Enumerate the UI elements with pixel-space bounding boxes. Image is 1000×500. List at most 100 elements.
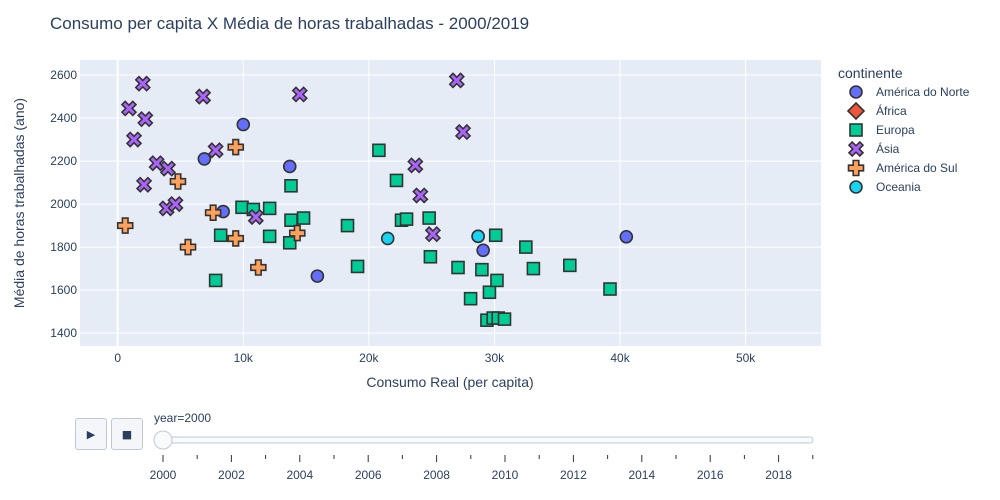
data-point[interactable] [424, 226, 442, 243]
legend-marker[interactable] [847, 140, 865, 158]
data-point[interactable] [197, 152, 212, 166]
stop-button[interactable]: ■ [111, 418, 143, 450]
data-point[interactable] [423, 249, 438, 264]
data-point[interactable] [247, 208, 264, 226]
data-point[interactable] [282, 235, 297, 250]
data-point[interactable] [135, 176, 153, 193]
data-point[interactable] [310, 269, 325, 283]
slider-tick-label[interactable]: 2018 [765, 468, 792, 482]
data-point[interactable] [454, 123, 472, 141]
data-point[interactable] [497, 312, 512, 326]
data-point[interactable] [235, 200, 249, 215]
slider-tick-label[interactable]: 2006 [355, 468, 382, 482]
data-point[interactable] [213, 228, 228, 243]
data-point[interactable] [137, 111, 154, 128]
data-point[interactable] [490, 273, 504, 288]
slider-tick-label[interactable]: 2002 [218, 468, 245, 482]
legend-item-label[interactable]: Oceania [876, 180, 921, 194]
data-point[interactable] [194, 88, 212, 105]
x-tick-label: 20k [359, 351, 379, 365]
data-point[interactable] [179, 238, 197, 256]
data-point[interactable] [399, 212, 414, 226]
data-point[interactable] [120, 100, 138, 117]
slider-tick-label[interactable]: 2000 [150, 468, 177, 482]
data-point[interactable] [148, 155, 165, 172]
data-point[interactable] [207, 142, 224, 159]
data-point[interactable] [482, 285, 497, 300]
data-point[interactable] [284, 178, 298, 193]
y-tick-label: 1800 [50, 240, 77, 254]
data-point[interactable] [159, 160, 177, 177]
data-point[interactable] [262, 229, 277, 244]
legend-marker[interactable] [849, 85, 863, 99]
y-tick-label: 2600 [50, 68, 77, 82]
data-point[interactable] [475, 262, 489, 277]
legend-marker[interactable] [849, 123, 863, 137]
data-point[interactable] [488, 228, 503, 243]
data-point[interactable] [169, 173, 187, 190]
data-point[interactable] [340, 218, 355, 233]
data-point[interactable] [288, 224, 306, 242]
data-point[interactable] [291, 86, 308, 103]
slider-tick-label[interactable]: 2008 [423, 468, 450, 482]
data-point[interactable] [471, 229, 485, 244]
data-point[interactable] [563, 258, 577, 273]
legend-marker[interactable] [849, 180, 863, 194]
x-tick-label: 50k [736, 351, 756, 365]
data-point[interactable] [134, 75, 151, 92]
x-tick-label: 10k [234, 351, 254, 365]
slider-tick-label[interactable]: 2012 [560, 468, 587, 482]
data-point[interactable] [380, 231, 395, 246]
data-point[interactable] [282, 159, 297, 174]
data-point[interactable] [603, 282, 617, 296]
data-point[interactable] [422, 211, 436, 225]
data-point[interactable] [167, 195, 184, 213]
data-point[interactable] [389, 173, 404, 188]
data-point[interactable] [526, 261, 541, 276]
legend-item-label[interactable]: América do Sul [876, 161, 957, 175]
slider-handle[interactable] [153, 430, 173, 450]
data-point[interactable] [451, 260, 465, 275]
slider-tick-label[interactable]: 2014 [628, 468, 655, 482]
data-point[interactable] [284, 213, 298, 228]
data-point[interactable] [125, 131, 143, 148]
legend-item-label[interactable]: Ásia [876, 141, 900, 156]
legend-marker[interactable] [847, 159, 865, 177]
data-point[interactable] [407, 157, 424, 174]
y-axis-title: Média de horas trabalhadas (ano) [11, 98, 27, 308]
data-point[interactable] [372, 143, 386, 158]
slider-tick-label[interactable]: 2010 [492, 468, 519, 482]
data-point[interactable] [250, 259, 267, 276]
data-point[interactable] [412, 187, 429, 204]
y-tick-label: 2000 [50, 197, 77, 211]
data-point[interactable] [204, 204, 222, 221]
data-point[interactable] [463, 291, 478, 306]
data-points[interactable] [116, 72, 634, 327]
legend-marker[interactable] [846, 101, 866, 121]
slider-tick-label[interactable]: 2016 [697, 468, 724, 482]
legend[interactable]: América do Norte África Europa Ásia América … [846, 85, 970, 194]
legend-item-label[interactable]: América do Norte [876, 85, 970, 99]
x-tick-label: 0 [114, 351, 121, 365]
data-point[interactable] [236, 117, 251, 132]
data-point[interactable] [227, 138, 245, 156]
data-point[interactable] [116, 217, 134, 234]
play-button[interactable]: ▶ [75, 418, 107, 450]
x-tick-label: 40k [610, 351, 630, 365]
data-point[interactable] [519, 240, 533, 254]
data-point[interactable] [262, 201, 277, 216]
data-point[interactable] [227, 230, 245, 247]
data-point[interactable] [296, 211, 311, 225]
data-point[interactable] [448, 72, 465, 89]
slider-tick-label[interactable]: 2004 [286, 468, 313, 482]
x-tick-label: 30k [485, 351, 505, 365]
legend-item-label[interactable]: África [876, 103, 907, 118]
y-tick-labels: 1400 1600 1800 2000 2200 2400 2600 [50, 68, 77, 340]
data-point[interactable] [619, 229, 634, 244]
y-tick-label: 2400 [50, 111, 77, 125]
slider-rail[interactable] [154, 436, 814, 444]
data-point[interactable] [208, 273, 223, 288]
legend-item-label[interactable]: Europa [876, 123, 915, 137]
data-point[interactable] [476, 243, 490, 258]
data-point[interactable] [350, 259, 365, 274]
